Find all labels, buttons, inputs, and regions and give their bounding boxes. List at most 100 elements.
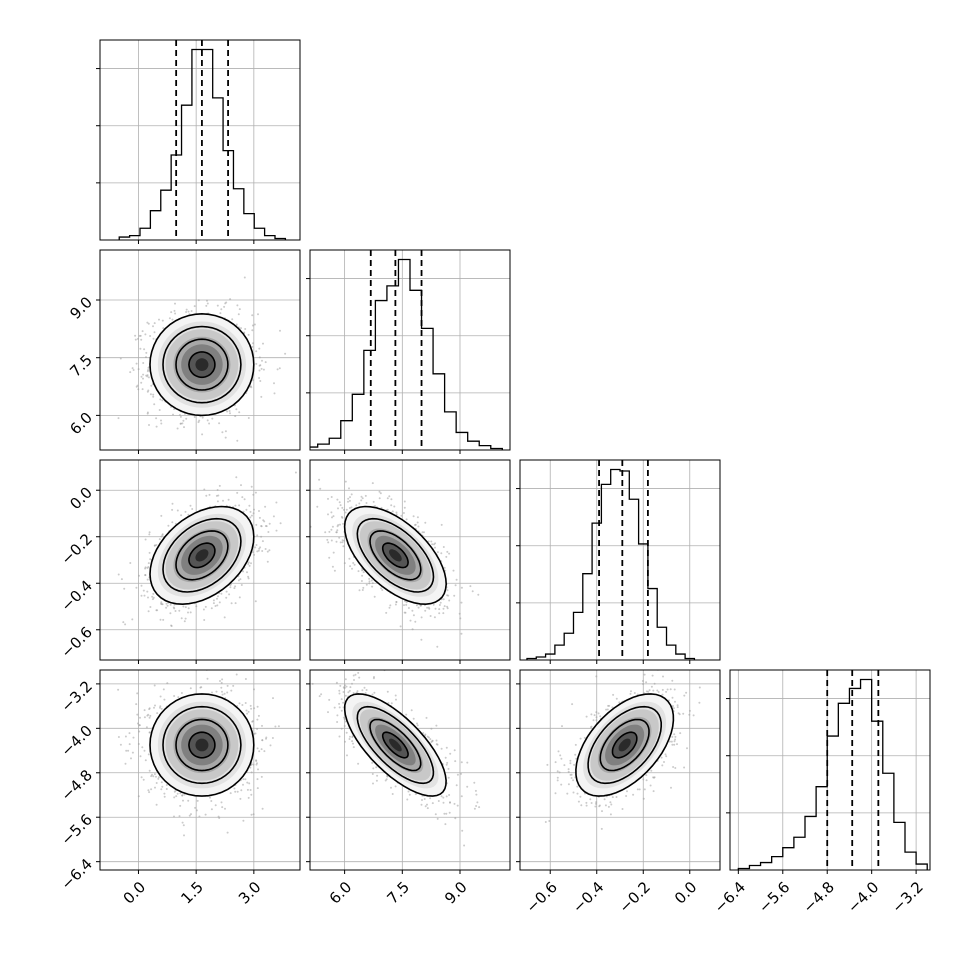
panel-plot-area <box>100 250 300 464</box>
scatter-point <box>188 462 190 464</box>
scatter-point <box>182 605 185 608</box>
scatter-point <box>142 778 145 781</box>
scatter-point <box>172 606 175 609</box>
scatter-point <box>273 382 275 385</box>
scatter-point <box>405 518 408 521</box>
scatter-point <box>224 430 227 433</box>
scatter-point <box>136 337 139 340</box>
scatter-point <box>417 606 420 609</box>
contour-0 <box>188 542 216 569</box>
scatter-point <box>152 337 155 340</box>
histogram-1 <box>310 258 503 450</box>
scatter-point <box>142 373 145 376</box>
scatter-point <box>303 533 305 535</box>
scatter-point <box>243 498 246 501</box>
scatter-point <box>446 550 449 553</box>
histogram-panel-1 <box>306 249 511 454</box>
scatter-point <box>216 604 219 607</box>
scatter-point <box>152 393 155 396</box>
scatter-point <box>256 705 259 708</box>
scatter-point <box>145 351 148 354</box>
scatter-point <box>340 515 343 518</box>
scatter-point <box>236 304 239 307</box>
scatter-point <box>189 611 192 614</box>
scatter-point <box>260 525 263 527</box>
scatter-point <box>268 522 271 525</box>
scatter-point <box>144 566 147 569</box>
contour-0 <box>381 542 409 569</box>
scatter-point <box>160 535 163 538</box>
scatter-point <box>429 615 432 617</box>
scatter-point <box>252 512 255 515</box>
scatter-point <box>152 395 155 398</box>
panel-plot-area <box>100 460 300 660</box>
scatter-point <box>330 528 333 531</box>
scatter-point <box>237 313 240 316</box>
scatter-point <box>386 497 389 500</box>
scatter-point <box>275 501 278 504</box>
scatter-point <box>251 379 254 382</box>
panel-frame <box>99 249 301 451</box>
scatter-point <box>150 788 153 791</box>
scatter-point <box>185 311 188 313</box>
scatter-point <box>326 538 329 541</box>
scatter-point <box>140 338 143 341</box>
scatter-point <box>253 508 255 511</box>
scatter-point <box>402 512 405 514</box>
scatter-point <box>433 616 436 619</box>
scatter-point <box>348 499 351 502</box>
scatter-point <box>153 331 156 334</box>
scatter-point <box>225 590 228 593</box>
scatter-point <box>169 612 172 615</box>
scatter-point <box>162 327 165 330</box>
scatter-point <box>256 728 259 730</box>
scatter-point <box>368 582 371 585</box>
scatter-point <box>258 377 261 379</box>
scatter-point <box>158 409 161 411</box>
scatter-point <box>394 603 397 606</box>
scatter-point <box>416 521 419 524</box>
scatter-point <box>371 482 374 485</box>
scatter-point <box>351 567 353 570</box>
scatter-point <box>220 681 223 684</box>
scatter-point <box>198 419 201 422</box>
scatter-point <box>438 604 441 606</box>
scatter-point <box>141 330 144 333</box>
scatter-point <box>335 531 338 534</box>
scatter-point <box>149 393 152 396</box>
density-shade <box>195 549 209 562</box>
y-tick-label-2-3: 0.0 <box>66 484 96 514</box>
scatter-point <box>407 607 410 609</box>
scatter-point <box>152 592 155 595</box>
scatter-point <box>330 511 333 514</box>
scatter-point <box>316 505 319 508</box>
scatter-point <box>262 368 265 371</box>
scatter-point <box>161 399 164 402</box>
scatter-point <box>143 716 146 719</box>
scatter-point <box>380 587 383 590</box>
scatter-point <box>238 596 241 599</box>
scatter-point <box>242 778 245 781</box>
scatter-point <box>224 436 227 439</box>
scatter-point <box>140 381 143 384</box>
scatter-point <box>147 789 150 792</box>
scatter-point <box>434 607 437 610</box>
scatter-point <box>221 690 223 693</box>
scatter-point <box>236 491 239 494</box>
scatter-point <box>448 552 451 555</box>
scatter-point <box>119 743 122 746</box>
scatter-point <box>132 736 135 739</box>
scatter-point <box>156 712 159 715</box>
scatter-point <box>365 583 368 586</box>
scatter-point <box>228 410 231 412</box>
scatter-point <box>158 318 160 321</box>
scatter-point <box>153 684 156 687</box>
scatter-point <box>146 590 149 593</box>
scatter-point <box>218 422 221 425</box>
scatter-point <box>261 550 264 552</box>
scatter-point <box>333 569 336 572</box>
scatter-point <box>276 368 279 371</box>
scatter-point <box>263 520 266 523</box>
scatter-point <box>153 403 156 406</box>
scatter-point <box>251 324 254 327</box>
